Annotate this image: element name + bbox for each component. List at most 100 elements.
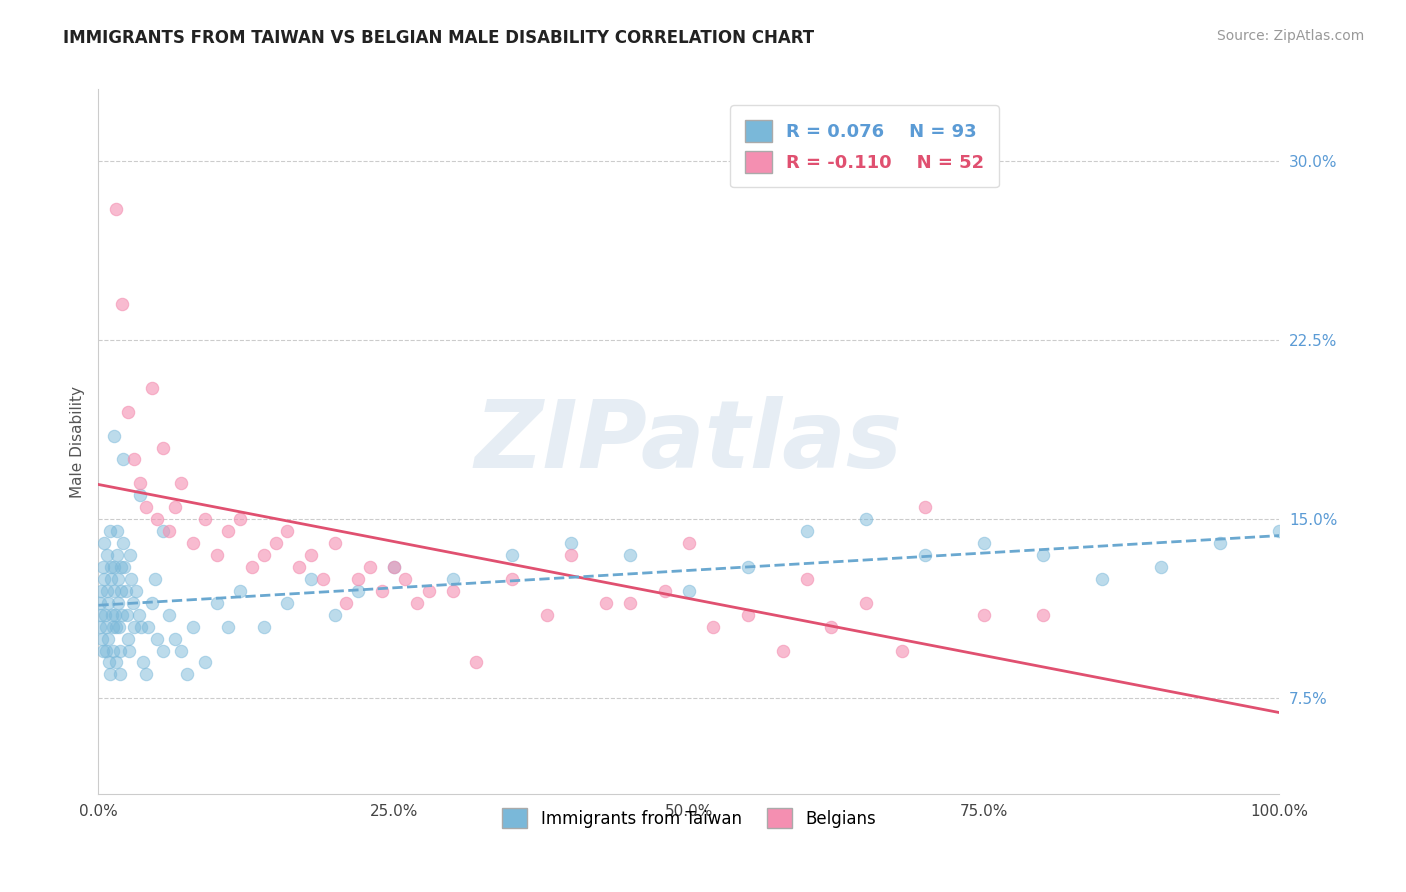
- Point: [135, 667, 157, 681]
- Point: [406, 596, 429, 610]
- Point: [217, 620, 239, 634]
- Point: [737, 607, 759, 622]
- Point: [229, 583, 252, 598]
- Point: [253, 548, 276, 562]
- Point: [121, 596, 143, 610]
- Point: [276, 524, 298, 538]
- Point: [108, 643, 131, 657]
- Point: [1091, 572, 1114, 586]
- Point: [103, 428, 125, 442]
- Point: [1032, 548, 1054, 562]
- Point: [98, 667, 121, 681]
- Point: [104, 607, 127, 622]
- Point: [107, 596, 129, 610]
- Point: [157, 524, 180, 538]
- Point: [117, 405, 139, 419]
- Point: [170, 643, 193, 657]
- Point: [973, 536, 995, 550]
- Point: [157, 607, 180, 622]
- Point: [105, 548, 128, 562]
- Point: [382, 560, 405, 574]
- Point: [299, 548, 322, 562]
- Point: [110, 583, 132, 598]
- Point: [619, 548, 641, 562]
- Point: [264, 536, 287, 550]
- Point: [93, 536, 115, 550]
- Point: [654, 583, 676, 598]
- Point: [110, 560, 132, 574]
- Point: [170, 476, 193, 491]
- Point: [165, 500, 187, 515]
- Point: [347, 572, 370, 586]
- Point: [100, 560, 122, 574]
- Point: [110, 667, 132, 681]
- Y-axis label: Male Disability: Male Disability: [69, 385, 84, 498]
- Point: [312, 572, 335, 586]
- Point: [97, 596, 120, 610]
- Point: [914, 548, 936, 562]
- Point: [347, 583, 370, 598]
- Point: [141, 381, 163, 395]
- Point: [335, 596, 357, 610]
- Point: [89, 596, 111, 610]
- Point: [702, 620, 724, 634]
- Point: [89, 620, 111, 634]
- Point: [120, 548, 142, 562]
- Point: [104, 620, 127, 634]
- Point: [796, 572, 818, 586]
- Point: [125, 583, 148, 598]
- Point: [152, 524, 174, 538]
- Point: [101, 620, 124, 634]
- Point: [240, 560, 263, 574]
- Point: [205, 548, 228, 562]
- Point: [678, 583, 700, 598]
- Point: [501, 548, 523, 562]
- Point: [536, 607, 558, 622]
- Point: [122, 452, 145, 467]
- Point: [97, 632, 120, 646]
- Point: [619, 596, 641, 610]
- Point: [94, 620, 117, 634]
- Point: [288, 560, 311, 574]
- Point: [299, 572, 322, 586]
- Point: [118, 643, 141, 657]
- Point: [115, 607, 138, 622]
- Point: [141, 596, 163, 610]
- Text: IMMIGRANTS FROM TAIWAN VS BELGIAN MALE DISABILITY CORRELATION CHART: IMMIGRANTS FROM TAIWAN VS BELGIAN MALE D…: [63, 29, 814, 46]
- Point: [323, 607, 346, 622]
- Point: [855, 596, 877, 610]
- Point: [98, 524, 121, 538]
- Point: [152, 643, 174, 657]
- Point: [165, 632, 187, 646]
- Point: [103, 583, 125, 598]
- Point: [1268, 524, 1291, 538]
- Point: [181, 620, 204, 634]
- Point: [737, 560, 759, 574]
- Point: [194, 656, 217, 670]
- Text: ZIPatlas: ZIPatlas: [475, 395, 903, 488]
- Point: [253, 620, 276, 634]
- Text: Source: ZipAtlas.com: Source: ZipAtlas.com: [1216, 29, 1364, 43]
- Point: [394, 572, 416, 586]
- Point: [132, 656, 155, 670]
- Point: [105, 202, 128, 216]
- Point: [96, 548, 118, 562]
- Point: [418, 583, 440, 598]
- Point: [100, 572, 122, 586]
- Point: [772, 643, 794, 657]
- Point: [560, 548, 582, 562]
- Point: [128, 488, 150, 502]
- Point: [1150, 560, 1173, 574]
- Legend: Immigrants from Taiwan, Belgians: Immigrants from Taiwan, Belgians: [495, 801, 883, 835]
- Point: [1032, 607, 1054, 622]
- Point: [121, 572, 143, 586]
- Point: [796, 524, 818, 538]
- Point: [146, 632, 169, 646]
- Point: [90, 583, 112, 598]
- Point: [112, 560, 135, 574]
- Point: [122, 620, 145, 634]
- Point: [194, 512, 217, 526]
- Point: [382, 560, 405, 574]
- Point: [91, 632, 114, 646]
- Point: [1209, 536, 1232, 550]
